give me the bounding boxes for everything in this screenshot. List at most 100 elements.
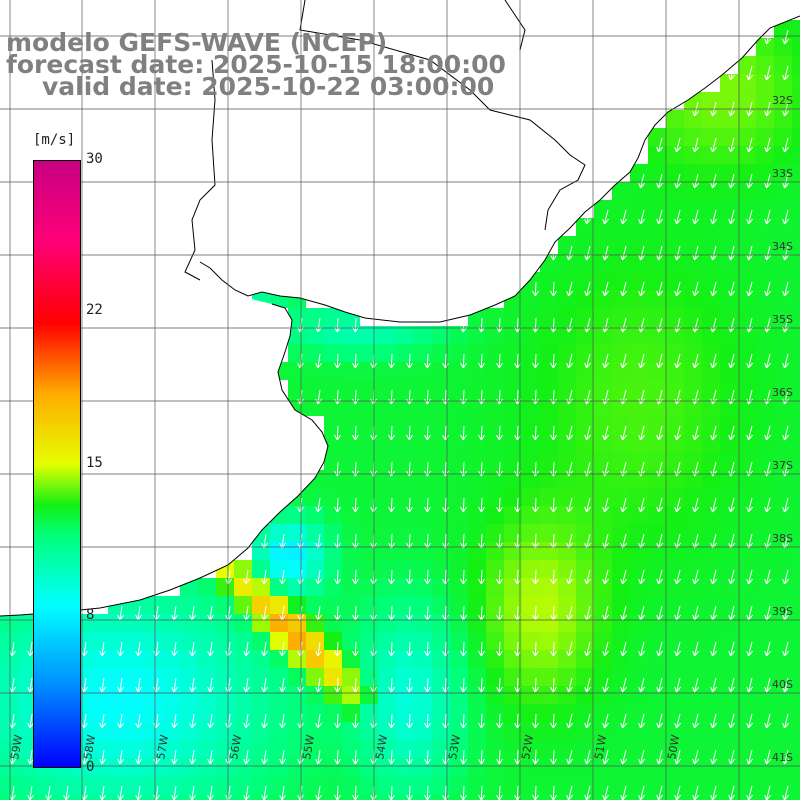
wind-arrow — [602, 425, 610, 441]
wind-cell — [738, 542, 756, 560]
wind-cell — [396, 326, 414, 344]
wind-cell — [306, 704, 324, 722]
wind-arrow — [782, 425, 790, 441]
wind-cell — [360, 704, 378, 722]
wind-arrow — [550, 677, 557, 693]
wind-cell — [756, 704, 774, 722]
wind-cell — [720, 632, 738, 650]
wind-cell — [234, 686, 252, 704]
longitude-label: 53W — [446, 734, 463, 761]
wind-cell — [576, 542, 594, 560]
wind-cell — [540, 560, 558, 578]
wind-cell — [0, 794, 18, 800]
wind-cell — [756, 560, 774, 578]
wind-cell — [252, 776, 270, 794]
wind-cell — [306, 488, 324, 506]
wind-cell — [576, 614, 594, 632]
wind-cell — [540, 488, 558, 506]
wind-cell — [612, 578, 630, 596]
wind-cell — [108, 722, 126, 740]
wind-cell — [468, 794, 486, 800]
wind-cell — [576, 290, 594, 308]
wind-cell — [738, 452, 756, 470]
wind-cell — [180, 704, 198, 722]
wind-cell — [198, 668, 216, 686]
wind-cell — [324, 632, 342, 650]
wind-cell — [738, 308, 756, 326]
wind-arrow — [334, 785, 341, 800]
wind-cell — [270, 740, 288, 758]
wind-arrow — [584, 749, 592, 765]
wind-arrow — [460, 641, 467, 657]
wind-cell — [594, 650, 612, 668]
wind-cell — [126, 668, 144, 686]
wind-cell — [702, 362, 720, 380]
wind-arrow — [566, 713, 574, 729]
wind-cell — [648, 434, 666, 452]
wind-arrow — [566, 569, 574, 585]
wind-cell — [720, 524, 738, 542]
wind-arrow — [782, 785, 790, 800]
wind-arrow — [710, 425, 718, 441]
wind-arrow — [710, 497, 718, 513]
wind-cell — [594, 272, 612, 290]
wind-cell — [162, 614, 180, 632]
wind-cell — [630, 506, 648, 524]
wind-cell — [252, 560, 270, 578]
wind-cell — [594, 452, 612, 470]
wind-cell — [792, 686, 800, 704]
wind-cell — [342, 740, 360, 758]
wind-cell — [468, 380, 486, 398]
wind-arrow — [99, 713, 107, 729]
wind-cell — [630, 650, 648, 668]
wind-arrow — [710, 137, 718, 153]
wind-arrow — [656, 173, 664, 189]
wind-cell — [756, 218, 774, 236]
wind-cell — [702, 668, 720, 686]
wind-cell — [630, 668, 648, 686]
wind-arrow — [189, 749, 197, 765]
wind-cell — [612, 344, 630, 362]
wind-cell — [702, 236, 720, 254]
wind-arrow — [315, 569, 323, 585]
wind-cell — [648, 578, 666, 596]
wind-cell — [594, 362, 612, 380]
wind-cell — [648, 758, 666, 776]
wind-cell — [720, 650, 738, 668]
wind-cell — [558, 704, 576, 722]
wind-cell — [270, 758, 288, 776]
wind-cell — [774, 362, 792, 380]
wind-arrow — [638, 569, 646, 585]
wind-cell — [522, 668, 540, 686]
wind-arrow — [424, 353, 431, 369]
wind-cell — [720, 578, 738, 596]
wind-cell — [612, 632, 630, 650]
wind-cell — [684, 326, 702, 344]
colorbar-gradient — [34, 161, 80, 767]
wind-arrow — [171, 749, 179, 765]
wind-cell — [612, 704, 630, 722]
wind-cell — [468, 416, 486, 434]
wind-arrow — [406, 497, 413, 513]
wind-arrow — [710, 389, 718, 405]
wind-cell — [738, 92, 756, 110]
wind-cell — [738, 704, 756, 722]
wind-arrow — [117, 749, 125, 765]
wind-cell — [594, 416, 612, 434]
wind-arrow — [352, 785, 359, 800]
wind-cell — [414, 596, 432, 614]
wind-cell — [18, 794, 36, 800]
wind-cell — [576, 506, 594, 524]
wind-cell — [288, 650, 306, 668]
wind-cell — [738, 560, 756, 578]
wind-cell — [126, 686, 144, 704]
wind-cell — [630, 182, 648, 200]
wind-cell — [540, 668, 558, 686]
wind-cell — [558, 506, 576, 524]
wind-arrow — [674, 209, 682, 225]
wind-arrow — [692, 605, 700, 621]
wind-arrow — [566, 497, 574, 513]
wind-cell — [306, 596, 324, 614]
wind-cell — [774, 758, 792, 776]
